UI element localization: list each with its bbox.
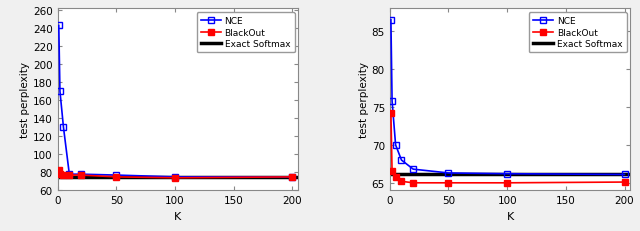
Y-axis label: test perplexity: test perplexity [20, 62, 30, 138]
Legend: NCE, BlackOut, Exact Softmax: NCE, BlackOut, Exact Softmax [529, 13, 627, 53]
Legend: NCE, BlackOut, Exact Softmax: NCE, BlackOut, Exact Softmax [196, 13, 294, 53]
X-axis label: K: K [174, 211, 182, 221]
X-axis label: K: K [506, 211, 514, 221]
Y-axis label: test perplexity: test perplexity [359, 62, 369, 138]
